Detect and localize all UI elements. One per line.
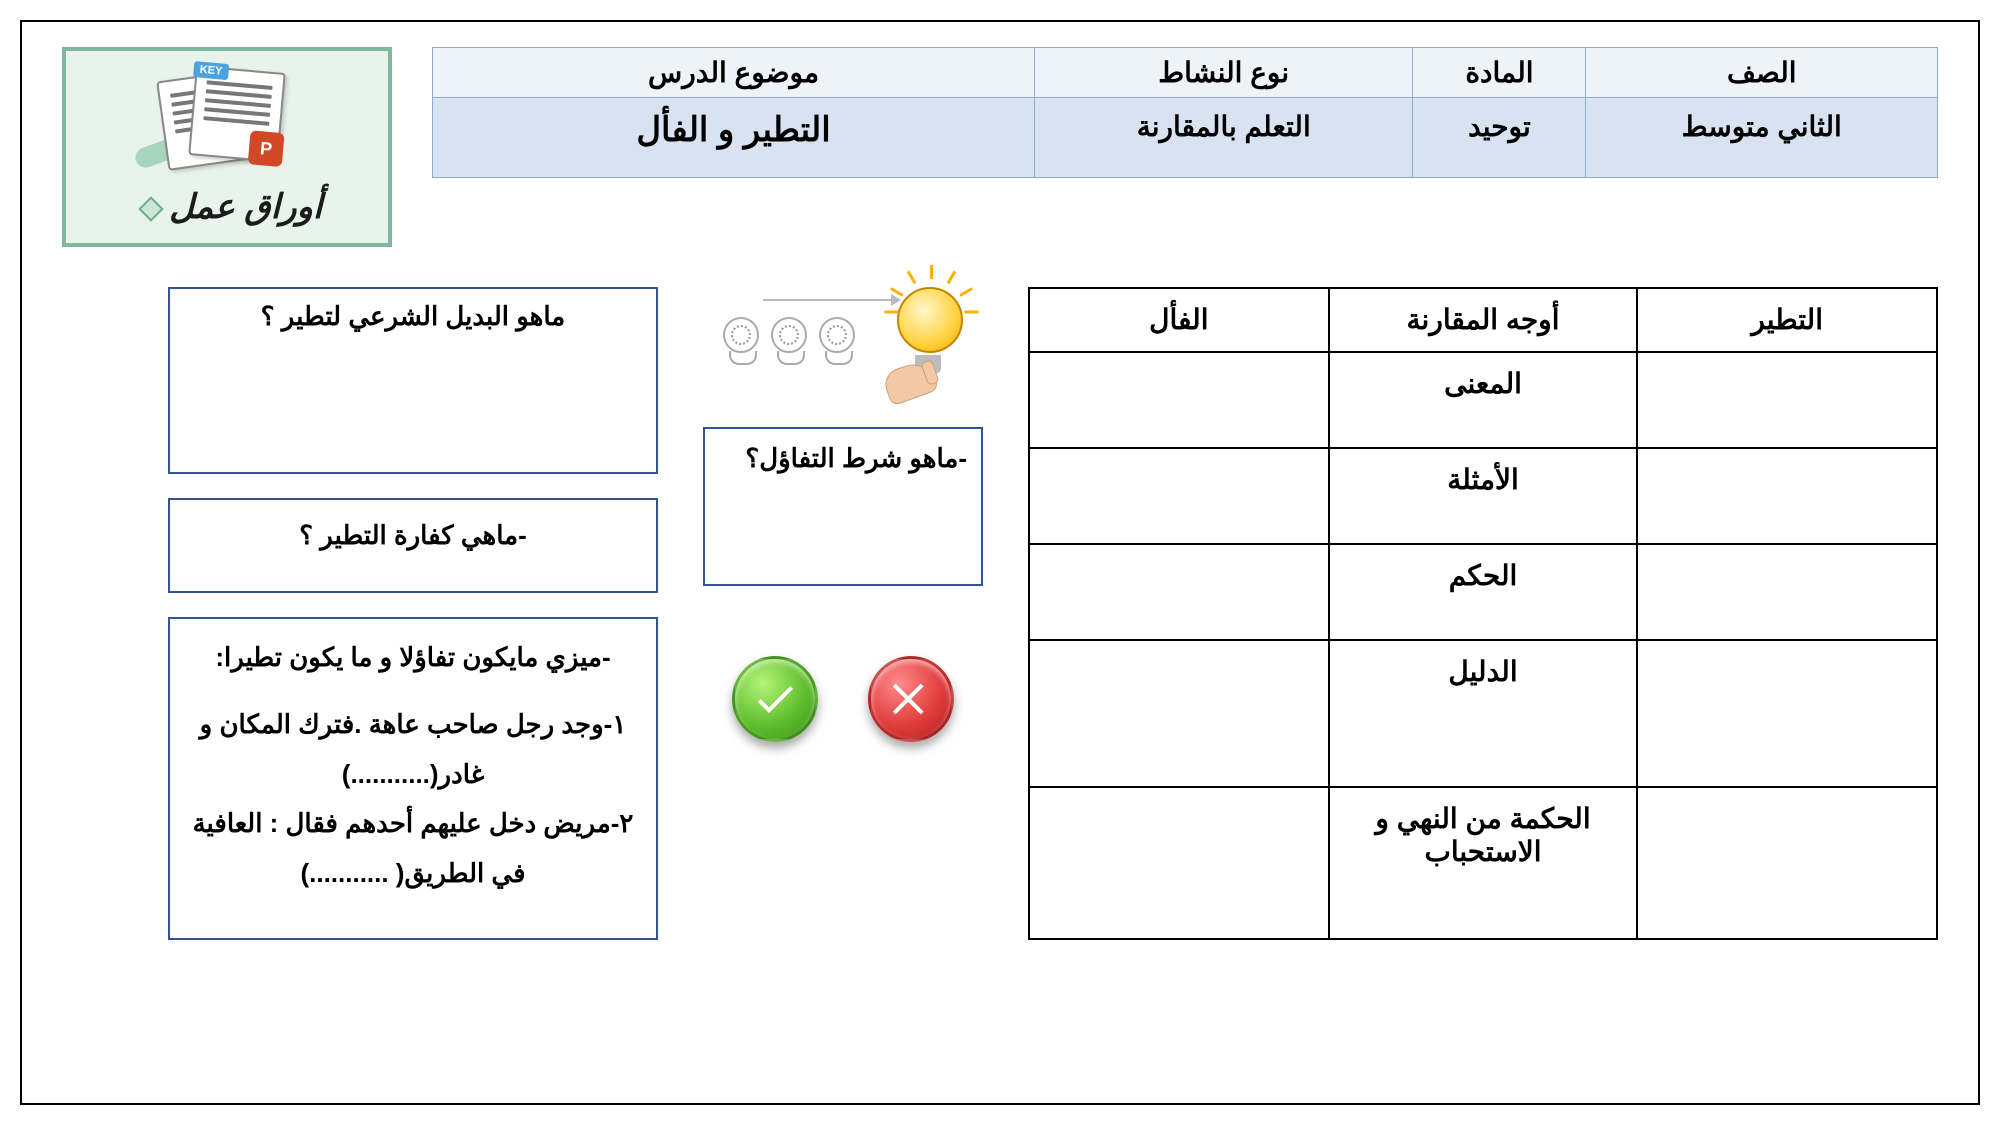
ct-cell[interactable] [1637, 544, 1937, 640]
meta-h-activity: نوع النشاط [1035, 48, 1413, 98]
meta-h-grade: الصف [1586, 48, 1938, 98]
meta-h-subject: المادة [1413, 48, 1586, 98]
ct-h-tatayyur: التطير [1637, 288, 1937, 352]
question-alternative[interactable]: ماهو البديل الشرعي لتطير ؟ [168, 287, 658, 474]
ct-cell[interactable] [1029, 544, 1329, 640]
ct-row-meaning: المعنى [1329, 352, 1638, 448]
ct-row-ruling: الحكم [1329, 544, 1638, 640]
compare-table: التطير أوجه المقارنة الفأل المعنى الأمثل… [1028, 287, 1938, 940]
question-optimism-condition[interactable]: -ماهو شرط التفاؤل؟ [703, 427, 983, 586]
worksheet-page: الصف المادة نوع النشاط موضوع الدرس الثان… [20, 20, 1980, 1105]
meta-v-grade: الثاني متوسط [1586, 98, 1938, 178]
meta-table: الصف المادة نوع النشاط موضوع الدرس الثان… [432, 47, 1938, 178]
content: التطير أوجه المقارنة الفأل المعنى الأمثل… [62, 287, 1938, 940]
left-column: ماهو البديل الشرعي لتطير ؟ -ماهي كفارة ا… [168, 287, 658, 940]
ct-cell[interactable] [1029, 787, 1329, 939]
ct-h-aspect: أوجه المقارنة [1329, 288, 1638, 352]
ct-cell[interactable] [1029, 640, 1329, 787]
ct-row-evidence: الدليل [1329, 640, 1638, 787]
exercise-box[interactable]: -ميزي مايكون تفاؤلا و ما يكون تطيرا: ١-و… [168, 617, 658, 940]
ct-cell[interactable] [1637, 640, 1937, 787]
idea-illustration-icon [723, 287, 963, 397]
logo-box: KEY P أوراق عمل [62, 47, 392, 247]
documents-icon: KEY P [152, 67, 302, 177]
logo-text: أوراق عمل [132, 187, 323, 227]
diamond-icon [138, 196, 163, 221]
ppt-badge-icon: P [248, 130, 285, 167]
cross-icon [868, 656, 954, 742]
question-kaffara[interactable]: -ماهي كفارة التطير ؟ [168, 498, 658, 593]
ct-cell[interactable] [1029, 352, 1329, 448]
ct-cell[interactable] [1637, 352, 1937, 448]
meta-v-topic: التطير و الفأل [433, 98, 1035, 178]
exercise-item-1: ١-وجد رجل صاحب عاهة .فترك المكان و غادر(… [188, 700, 638, 799]
meta-h-topic: موضوع الدرس [433, 48, 1035, 98]
middle-column: -ماهو شرط التفاؤل؟ [688, 287, 998, 940]
ct-row-examples: الأمثلة [1329, 448, 1638, 544]
check-x-icons [732, 656, 954, 742]
key-badge: KEY [193, 61, 229, 80]
check-icon [732, 656, 818, 742]
meta-v-activity: التعلم بالمقارنة [1035, 98, 1413, 178]
logo-label: أوراق عمل [169, 188, 322, 226]
ct-h-faal: الفأل [1029, 288, 1329, 352]
ct-row-wisdom: الحكمة من النهي و الاستحباب [1329, 787, 1638, 939]
exercise-item-2: ٢-مريض دخل عليهم أحدهم فقال : العافية في… [188, 799, 638, 898]
ct-cell[interactable] [1637, 448, 1937, 544]
meta-v-subject: توحيد [1413, 98, 1586, 178]
ct-cell[interactable] [1029, 448, 1329, 544]
ct-cell[interactable] [1637, 787, 1937, 939]
exercise-lead: -ميزي مايكون تفاؤلا و ما يكون تطيرا: [188, 633, 638, 682]
header-row: الصف المادة نوع النشاط موضوع الدرس الثان… [62, 47, 1938, 247]
